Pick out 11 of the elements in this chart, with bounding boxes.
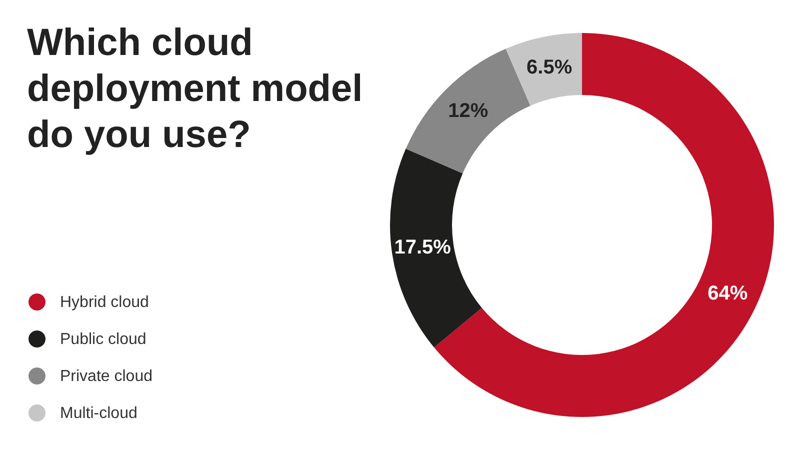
donut-slice [506,33,582,106]
data-label: 12% [448,100,488,122]
legend-label: Multi-cloud [60,405,138,422]
data-label: 64% [708,282,748,305]
data-label: 17.5% [394,236,452,259]
legend-label: Hybrid cloud [60,294,149,311]
legend-label: Private cloud [60,368,152,385]
donut-slice [390,148,482,348]
legend-label: Public cloud [60,331,146,348]
data-label: 6.5% [526,56,572,78]
text: Which cloud deployment model do you use? [27,22,363,156]
